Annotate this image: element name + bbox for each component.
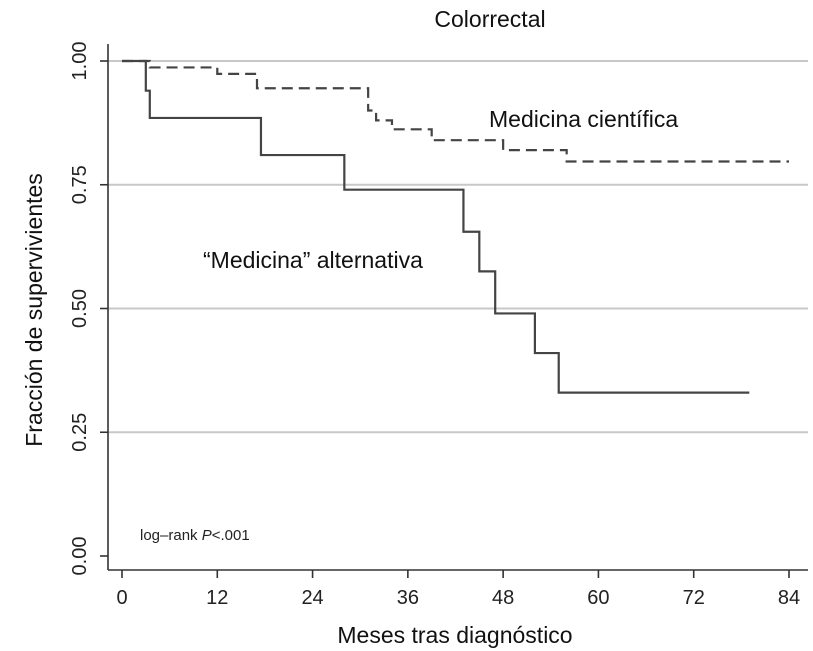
logrank-annotation: log–rank P<.001 (140, 527, 250, 544)
x-tick-label-3: 36 (397, 587, 419, 609)
logrank-suffix: <.001 (212, 527, 250, 544)
x-tick-label-4: 48 (492, 587, 514, 609)
series-label-alternative: “Medicina” alternativa (203, 247, 423, 273)
logrank-p: P (202, 527, 212, 544)
y-axis-ticks: 0.00 0.25 0.50 0.75 1.00 (69, 42, 108, 576)
logrank-prefix: log–rank (140, 527, 202, 544)
chart-title: Colorrectal (434, 6, 545, 32)
series-line-scientific (122, 59, 789, 163)
series-line-alternative (122, 59, 750, 394)
x-tick-label-7: 84 (778, 587, 800, 609)
y-tick-label-4: 1.00 (69, 42, 91, 81)
x-axis-ticks: 0 12 24 36 48 60 72 84 (116, 570, 800, 609)
x-axis-title: Meses tras diagnóstico (337, 622, 572, 648)
y-tick-label-1: 0.25 (69, 413, 91, 452)
x-tick-label-2: 24 (301, 587, 323, 609)
x-tick-label-1: 12 (206, 587, 228, 609)
y-axis-title: Fracción de supervivientes (21, 173, 47, 447)
y-tick-label-2: 0.50 (69, 289, 91, 328)
axes (107, 44, 808, 571)
series-label-scientific: Medicina científica (489, 106, 678, 132)
series-lines (122, 59, 789, 394)
gridlines (108, 60, 808, 434)
x-tick-label-6: 72 (683, 587, 705, 609)
x-tick-label-0: 0 (116, 587, 127, 609)
x-tick-label-5: 60 (587, 587, 609, 609)
y-tick-label-3: 0.75 (69, 165, 91, 204)
y-tick-label-0: 0.00 (69, 537, 91, 576)
